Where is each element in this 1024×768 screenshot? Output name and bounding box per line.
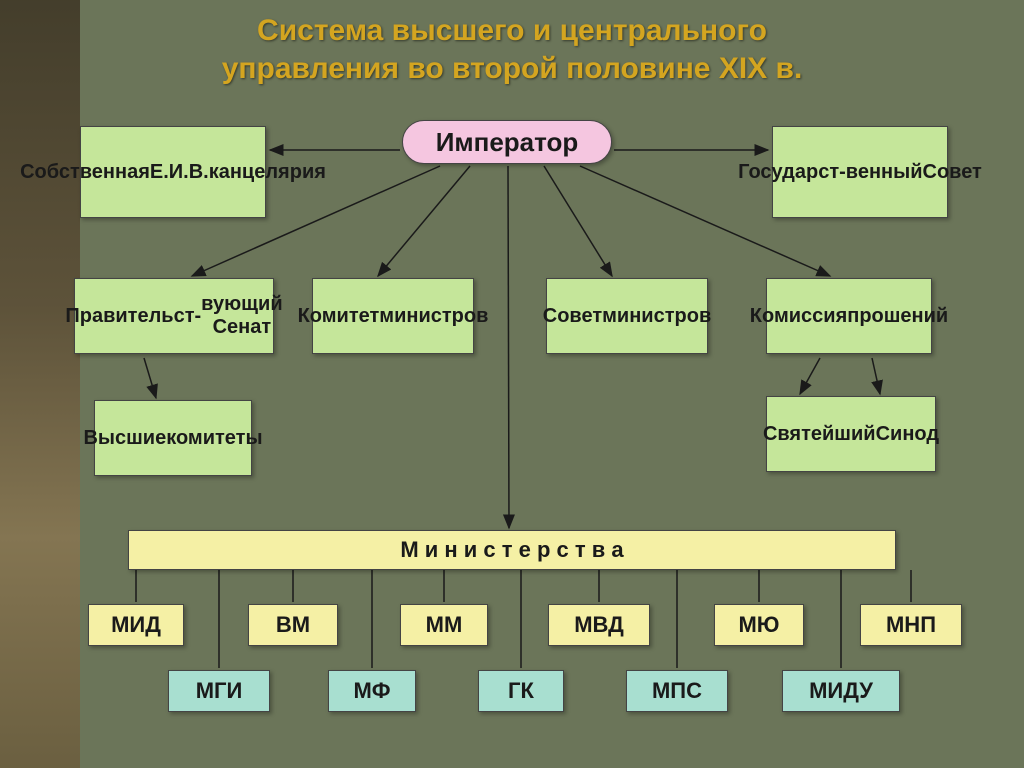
title-line-1: Система высшего и центрального: [0, 12, 1024, 50]
node-ministries: М и н и с т е р с т в а: [128, 530, 896, 570]
node-synod: СвятейшийСинод: [766, 396, 936, 472]
node-committee_min: Комитетминистров: [312, 278, 474, 354]
page-title: Система высшего и центрального управлени…: [0, 12, 1024, 87]
node-senate: Правительст-вующий Сенат: [74, 278, 274, 354]
node-commission: Комиссияпрошений: [766, 278, 932, 354]
node-emperor: Император: [402, 120, 612, 164]
node-row1-5: МНП: [860, 604, 962, 646]
node-row1-0: МИД: [88, 604, 184, 646]
node-row1-1: ВМ: [248, 604, 338, 646]
node-row2-1: МФ: [328, 670, 416, 712]
node-row2-2: ГК: [478, 670, 564, 712]
node-row1-4: МЮ: [714, 604, 804, 646]
node-row2-3: МПС: [626, 670, 728, 712]
title-line-2: управления во второй половине XIX в.: [0, 50, 1024, 88]
node-row1-2: ММ: [400, 604, 488, 646]
node-row1-3: МВД: [548, 604, 650, 646]
node-council_min: Советминистров: [546, 278, 708, 354]
node-chancery: СобственнаяЕ.И.В.канцелярия: [80, 126, 266, 218]
node-row2-0: МГИ: [168, 670, 270, 712]
node-council: Государст-венныйСовет: [772, 126, 948, 218]
background-decoration: [0, 0, 80, 768]
node-high_comm: Высшиекомитеты: [94, 400, 252, 476]
node-row2-4: МИДУ: [782, 670, 900, 712]
arrow-layer: [0, 0, 1024, 768]
